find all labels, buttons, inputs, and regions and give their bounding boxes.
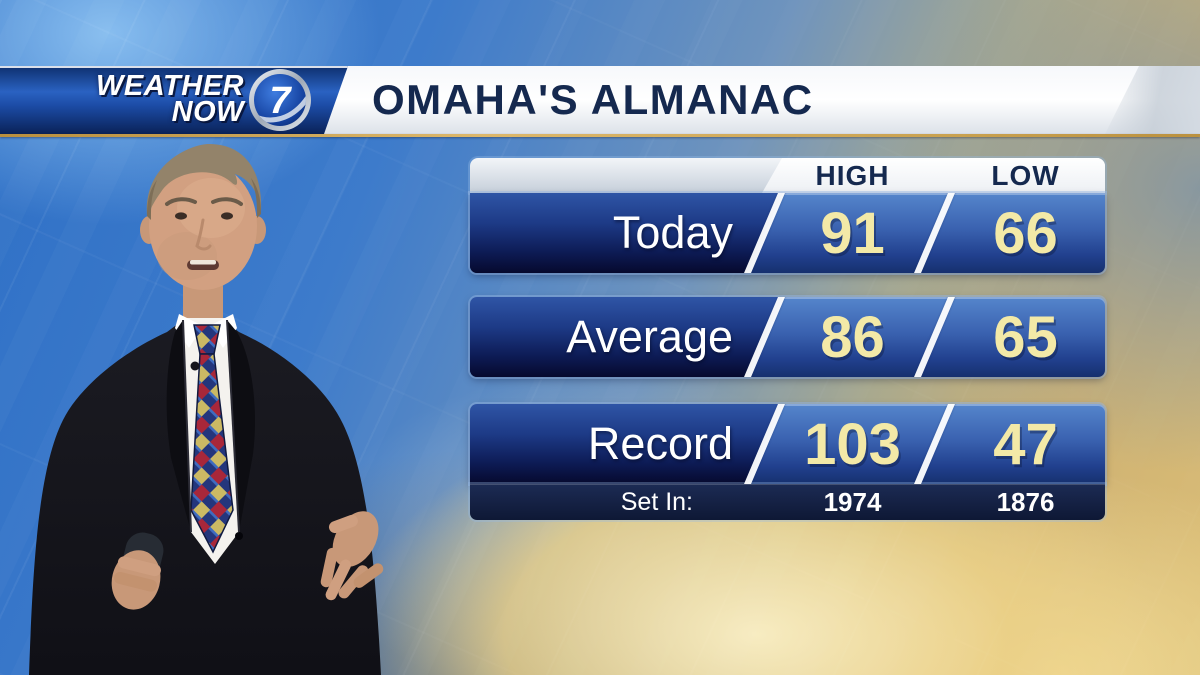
row-today-label: Today	[612, 207, 733, 258]
header-banner: OMAHA'S ALMANAC WEATHER NOW	[0, 66, 1200, 137]
channel-7-logo-icon: 7	[248, 68, 312, 132]
column-header-low: LOW	[991, 159, 1060, 191]
anchor-lapel-right	[227, 320, 256, 532]
average-low-value: 65	[993, 304, 1058, 370]
station-name-line1: WEATHER	[96, 70, 244, 102]
anchor-mic-clip	[190, 361, 200, 371]
title-plate: OMAHA'S ALMANAC	[322, 66, 1200, 134]
today-high-value: 91	[820, 200, 885, 266]
row-record: Record 103 47	[470, 404, 1105, 484]
station-logo-plate: WEATHER NOW 7	[0, 66, 348, 134]
column-header-high: HIGH	[815, 159, 890, 191]
anchor-hand-clicker	[111, 532, 164, 610]
anchor-hair	[146, 144, 262, 216]
almanac-panel: HIGH LOW Today 91 66 Average 86 65 Recor…	[470, 158, 1105, 520]
anchor-hand-open	[320, 511, 384, 601]
station-name-line2: NOW	[171, 96, 244, 128]
average-high-value: 86	[820, 304, 885, 370]
set-in-strip: Set In: 1974 1876	[470, 484, 1105, 520]
gold-rule	[0, 134, 1200, 137]
slash-divider	[741, 193, 788, 273]
weather-anchor	[29, 144, 384, 675]
column-header-strip	[470, 158, 1105, 193]
row-today: Today 91 66	[470, 193, 1105, 273]
anchor-tie-blade	[190, 353, 234, 554]
row-average-label: Average	[566, 311, 733, 362]
slash-divider	[741, 404, 788, 484]
page-title: OMAHA'S ALMANAC	[372, 76, 814, 123]
anchor-suit-button	[235, 532, 243, 540]
set-in-label: Set In:	[620, 487, 693, 516]
channel-number: 7	[269, 80, 292, 122]
row-average: Average 86 65	[470, 297, 1105, 377]
slash-divider	[741, 297, 788, 377]
anchor-eye-left	[175, 212, 187, 220]
anchor-eye-right	[221, 212, 233, 220]
row-record-label: Record	[587, 418, 733, 469]
record-high-value: 103	[804, 411, 901, 477]
record-high-year: 1974	[823, 486, 882, 517]
record-low-year: 1876	[996, 486, 1055, 517]
anchor-collar-right	[209, 314, 237, 348]
station-name: WEATHER NOW	[96, 73, 244, 125]
today-low-value: 66	[993, 200, 1058, 266]
record-low-value: 47	[993, 411, 1058, 477]
